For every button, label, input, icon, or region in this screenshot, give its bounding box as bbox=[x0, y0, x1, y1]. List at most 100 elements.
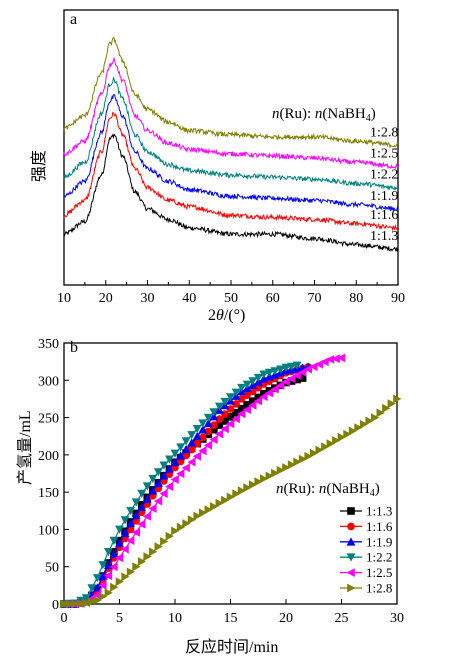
xrd-series-1-1-3 bbox=[63, 133, 399, 252]
h2-point-1-2-2 bbox=[231, 388, 241, 397]
h2-point-1-1-9 bbox=[153, 478, 163, 487]
h2-point-1-2-8 bbox=[93, 595, 102, 605]
h2-point-1-2-8 bbox=[271, 468, 280, 478]
x-tick-label-a-10: 10 bbox=[57, 291, 71, 306]
h2-point-1-2-8 bbox=[265, 471, 274, 481]
x-axis-label-b: 反应时间/min bbox=[185, 637, 278, 656]
h2-point-1-1-9 bbox=[170, 457, 180, 467]
h2-point-1-2-5 bbox=[231, 414, 240, 424]
h2-point-1-1-3 bbox=[293, 375, 301, 384]
h2-point-1-2-8 bbox=[359, 419, 369, 429]
h2-point-1-2-5 bbox=[181, 463, 190, 473]
h2-point-1-2-8 bbox=[154, 542, 163, 551]
legend-b-label-1-2-2: 1:2.2 bbox=[366, 550, 392, 565]
h2-point-1-2-5 bbox=[292, 371, 301, 380]
h2-point-1-1-6 bbox=[232, 400, 240, 408]
h2-point-1-1-9 bbox=[98, 572, 108, 581]
h2-point-1-1-9 bbox=[198, 425, 208, 434]
h2-point-1-2-8 bbox=[99, 592, 108, 601]
h2-point-1-2-8 bbox=[137, 557, 147, 566]
h2-point-1-2-5 bbox=[165, 482, 174, 491]
h2-point-1-2-2 bbox=[242, 380, 252, 389]
h2-point-1-2-8 bbox=[337, 432, 346, 442]
h2-point-1-1-9 bbox=[176, 451, 185, 460]
x-tick-label-b-5: 5 bbox=[116, 611, 123, 626]
h2-point-1-2-2 bbox=[153, 468, 163, 477]
legend-b-marker-1-1-9 bbox=[346, 537, 356, 546]
h2-point-1-2-8 bbox=[110, 582, 119, 592]
h2-point-1-2-2 bbox=[198, 419, 208, 428]
h2-point-1-1-6 bbox=[215, 415, 224, 423]
xrd-series-1-1-9 bbox=[63, 94, 399, 212]
series-label-a-1-2-5: 1:2.5 bbox=[370, 147, 398, 162]
h2-point-1-2-2 bbox=[126, 507, 135, 516]
legend-b-label-1-1-3: 1:1.3 bbox=[366, 504, 392, 519]
h2-point-1-2-2 bbox=[87, 584, 97, 593]
h2-point-1-2-2 bbox=[287, 362, 296, 371]
h2-point-1-2-2 bbox=[120, 516, 130, 525]
h2-point-1-2-8 bbox=[298, 454, 308, 464]
h2-point-1-2-2 bbox=[292, 361, 302, 370]
legend-title-b-nabh: (NaBH bbox=[326, 481, 369, 497]
h2-point-1-2-5 bbox=[137, 519, 146, 529]
h2-point-1-2-8 bbox=[376, 408, 385, 418]
h2-point-1-2-8 bbox=[326, 439, 335, 449]
legend-b-label-1-1-6: 1:1.6 bbox=[366, 519, 393, 534]
h2-point-1-2-8 bbox=[82, 598, 91, 608]
h2-point-1-2-8 bbox=[343, 429, 352, 439]
h2-point-1-2-2 bbox=[142, 482, 152, 491]
h2-point-1-2-2 bbox=[192, 425, 202, 434]
h2-point-1-2-2 bbox=[237, 383, 246, 393]
h2-point-1-2-2 bbox=[209, 408, 219, 417]
h2-point-1-2-5 bbox=[264, 388, 274, 398]
h2-point-1-1-6 bbox=[182, 451, 190, 460]
legend-b-label-1-2-8: 1:2.8 bbox=[366, 581, 392, 596]
h2-point-1-1-3 bbox=[232, 408, 240, 417]
h2-point-1-2-2 bbox=[159, 461, 169, 470]
h2-point-1-2-2 bbox=[92, 574, 102, 583]
h2-point-1-2-8 bbox=[371, 413, 380, 422]
h2-point-1-2-2 bbox=[81, 594, 91, 603]
h2-point-1-2-2 bbox=[131, 498, 141, 507]
xrd-series-1-2-8 bbox=[63, 37, 399, 149]
h2-point-1-1-9 bbox=[115, 538, 124, 547]
h2-point-1-2-2 bbox=[98, 561, 108, 570]
y-tick-label-b-100: 100 bbox=[38, 523, 59, 538]
y-axis-label-a: 强度 bbox=[30, 150, 48, 182]
h2-point-1-2-8 bbox=[276, 465, 285, 475]
y-axis-label-b: 产氢量/mL bbox=[16, 410, 34, 485]
h2-point-1-2-5 bbox=[259, 392, 268, 402]
h2-point-1-2-8 bbox=[243, 483, 252, 493]
h2-point-1-2-5 bbox=[198, 446, 207, 456]
y-tick-label-b-50: 50 bbox=[45, 561, 59, 576]
h2-point-1-2-8 bbox=[182, 519, 191, 528]
x-axis-label-a-2: 2 bbox=[208, 307, 216, 324]
h2-point-1-2-5 bbox=[104, 571, 113, 581]
y-tick-label-b-250: 250 bbox=[38, 412, 59, 427]
h2-point-1-2-8 bbox=[215, 498, 224, 508]
h2-point-1-1-9 bbox=[148, 486, 158, 495]
x-tick-label-b-0: 0 bbox=[61, 611, 68, 626]
h2-point-1-2-5 bbox=[170, 475, 179, 484]
h2-point-1-2-2 bbox=[215, 402, 224, 411]
h2-point-1-2-2 bbox=[281, 363, 291, 372]
h2-point-1-2-2 bbox=[276, 365, 285, 374]
x-tick-label-a-60: 60 bbox=[266, 291, 280, 306]
h2-point-1-2-5 bbox=[203, 440, 213, 450]
series-label-a-1-1-6: 1:1.6 bbox=[370, 208, 398, 223]
h2-point-1-2-5 bbox=[270, 384, 279, 394]
h2-point-1-2-5 bbox=[187, 457, 196, 467]
h2-point-1-2-8 bbox=[287, 460, 296, 470]
h2-point-1-2-5 bbox=[142, 512, 152, 521]
h2-point-1-2-5 bbox=[226, 419, 235, 429]
x-tick-label-a-40: 40 bbox=[182, 291, 196, 306]
x-axis-label-a: 2θ/(°) bbox=[208, 307, 245, 324]
h2-point-1-1-6 bbox=[237, 395, 246, 403]
xrd-series-1-1-6 bbox=[63, 111, 399, 232]
h2-point-1-2-8 bbox=[132, 562, 141, 572]
h2-point-1-1-9 bbox=[187, 438, 197, 447]
x-tick-label-b-30: 30 bbox=[390, 611, 404, 626]
h2-point-1-2-2 bbox=[220, 397, 230, 407]
h2-point-1-2-8 bbox=[304, 451, 313, 461]
h2-point-1-1-9 bbox=[165, 464, 174, 473]
